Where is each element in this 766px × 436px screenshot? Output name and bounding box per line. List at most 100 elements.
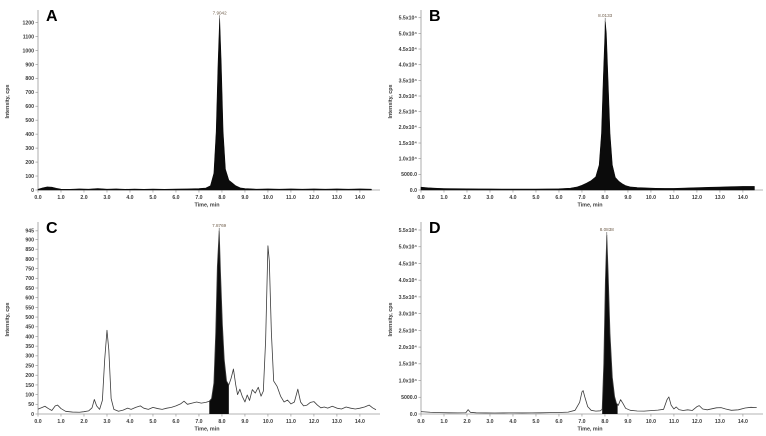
x-tick-label: 4.0 [509, 419, 516, 425]
filled-peak-area [209, 230, 229, 414]
x-tick-label: 7.0 [578, 195, 585, 201]
x-axis-title: Time, min [194, 427, 219, 433]
x-tick-label: 13.0 [332, 195, 342, 201]
x-tick-label: 1.0 [57, 419, 64, 425]
panel-background [0, 0, 383, 212]
x-tick-label: 4.0 [509, 195, 516, 201]
x-tick-label: 7.0 [195, 195, 202, 201]
panel-a-chromatogram: 0 100 200 300 400 500 600 700 800 900 1000 1100 1200… [0, 0, 383, 212]
panel-c-chromatogram: 0 50 100 150 200 250 300 350 400 450 500 550 600 650 7… [0, 212, 383, 436]
y-axis-title: Intensity, cps [388, 302, 394, 336]
filled-peak-area [602, 235, 618, 414]
y-tick-label: 2.0x10⁴ [399, 345, 418, 351]
panel-d-chromatogram: 0.0 5000.0 1.0x10⁴ 1.5x10⁴ 2.0x10⁴ 2.5x10⁴ 3.0… [383, 212, 766, 436]
x-axis-title: Time, min [194, 203, 219, 209]
y-tick-label: 0 [31, 412, 34, 418]
panel-background [383, 0, 766, 212]
x-tick-label: 1.0 [440, 195, 447, 201]
y-tick-label: 4.0x10⁴ [399, 278, 418, 284]
x-tick-label: 6.0 [555, 195, 562, 201]
y-tick-label: 5.0x10⁴ [399, 245, 418, 251]
y-tick-label: 0.0 [410, 188, 417, 194]
y-axis-title: Intensity, cps [5, 84, 11, 118]
x-tick-label: 0.0 [417, 195, 424, 201]
y-tick-label: 4.0x10⁴ [399, 63, 418, 69]
y-tick-label: 400 [25, 334, 34, 340]
x-tick-label: 8.0 [601, 419, 608, 425]
x-tick-label: 5.0 [532, 419, 539, 425]
x-tick-label: 10.0 [263, 195, 273, 201]
y-tick-label: 200 [25, 373, 34, 379]
panel-letter: D [429, 220, 441, 237]
peak-retention-time-label: 8.0838 [600, 227, 614, 232]
y-tick-label: 700 [25, 90, 34, 96]
y-tick-label: 3.0x10⁴ [399, 94, 418, 100]
chromatogram-trace-filled [37, 18, 372, 191]
y-tick-label: 900 [25, 62, 34, 68]
y-tick-label: 1000 [22, 48, 34, 54]
x-tick-label: 3.0 [486, 195, 493, 201]
x-tick-label: 8.0 [218, 195, 225, 201]
x-tick-label: 8.0 [601, 195, 608, 201]
y-tick-label: 2.5x10⁴ [399, 110, 418, 116]
y-tick-label: 100 [25, 174, 34, 180]
y-tick-label: 2.0x10⁴ [399, 125, 418, 131]
y-tick-label: 200 [25, 160, 34, 166]
x-tick-label: 6.0 [172, 195, 179, 201]
x-tick-label: 5.0 [532, 195, 539, 201]
x-axis-title: Time, min [577, 203, 602, 209]
x-tick-label: 10.0 [646, 195, 656, 201]
x-tick-label: 2.0 [463, 195, 470, 201]
x-tick-label: 14.0 [355, 195, 365, 201]
x-tick-label: 13.0 [715, 419, 725, 425]
y-tick-label: 1.0x10⁴ [399, 378, 418, 384]
x-tick-label: 6.0 [172, 419, 179, 425]
y-axis-title: Intensity, cps [5, 302, 11, 336]
x-tick-label: 2.0 [463, 419, 470, 425]
y-tick-label: 800 [25, 257, 34, 263]
panel-letter: C [46, 220, 58, 237]
y-tick-label: 900 [25, 237, 34, 243]
x-tick-label: 13.0 [715, 195, 725, 201]
y-tick-label: 600 [25, 104, 34, 110]
y-tick-label: 4.5x10⁴ [399, 47, 418, 53]
y-axis-title: Intensity, cps [388, 84, 394, 118]
y-tick-label: 800 [25, 76, 34, 82]
y-tick-label: 3.5x10⁴ [399, 78, 418, 84]
y-tick-label: 300 [25, 354, 34, 360]
x-tick-label: 10.0 [263, 419, 273, 425]
chromatogram-trace [420, 234, 757, 414]
x-tick-label: 14.0 [738, 195, 748, 201]
x-tick-label: 11.0 [286, 195, 296, 201]
y-tick-label: 2.5x10⁴ [399, 328, 418, 334]
y-tick-label: 3.5x10⁴ [399, 295, 418, 301]
y-tick-label: 1.5x10⁴ [399, 362, 418, 368]
y-tick-label: 5.0x10⁴ [399, 31, 418, 37]
y-tick-label: 600 [25, 296, 34, 302]
y-tick-label: 700 [25, 276, 34, 282]
y-tick-label: 250 [25, 363, 34, 369]
panel-b-chromatogram: 0.0 5000.0 1.0x10⁴ 1.5x10⁴ 2.0x10⁴ 2.5x10⁴ 3.0… [383, 0, 766, 212]
y-tick-label: 1200 [22, 20, 34, 26]
peak-retention-time-label: 8.0133 [598, 13, 612, 18]
chromatogram-trace [37, 230, 377, 413]
panel-background [383, 212, 766, 436]
y-tick-label: 300 [25, 146, 34, 152]
y-tick-label: 450 [25, 325, 34, 331]
y-tick-label: 1.0x10⁴ [399, 157, 418, 163]
y-tick-label: 500 [25, 315, 34, 321]
y-tick-label: 850 [25, 247, 34, 253]
x-tick-label: 11.0 [286, 419, 296, 425]
x-tick-label: 6.0 [555, 419, 562, 425]
y-tick-label: 5.5x10⁴ [399, 228, 418, 234]
x-tick-label: 5.0 [149, 419, 156, 425]
x-tick-label: 2.0 [80, 419, 87, 425]
x-tick-label: 0.0 [34, 195, 41, 201]
y-tick-label: 50 [28, 402, 34, 408]
x-tick-label: 10.0 [646, 419, 656, 425]
y-tick-label: 100 [25, 393, 34, 399]
panel-letter: B [429, 8, 441, 25]
x-tick-label: 11.0 [669, 419, 679, 425]
x-tick-label: 9.0 [624, 419, 631, 425]
